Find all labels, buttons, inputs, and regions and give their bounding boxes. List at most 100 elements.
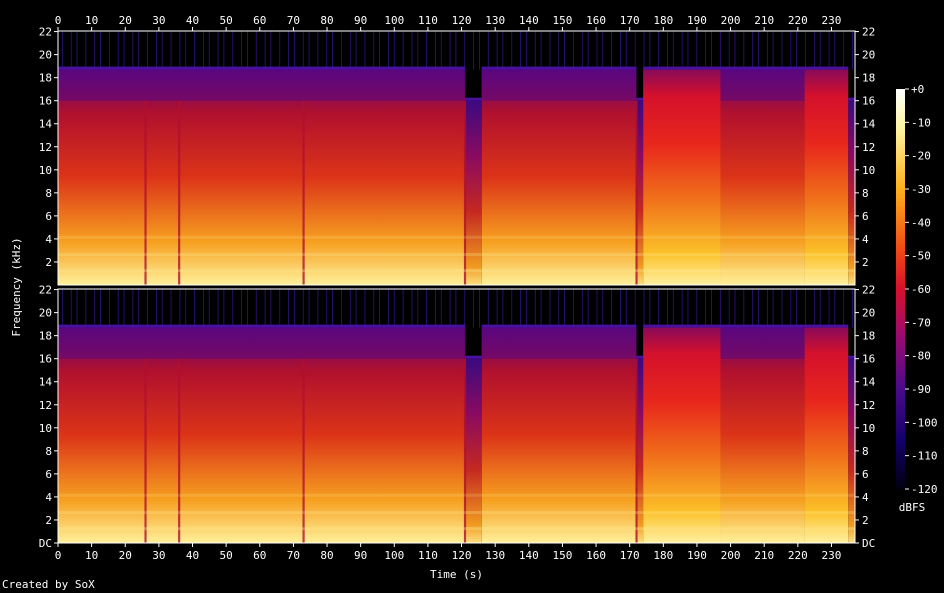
dip-mark xyxy=(178,100,181,285)
x-tick-label-bottom: 110 xyxy=(418,549,438,562)
x-tick-label-bottom: 160 xyxy=(586,549,606,562)
spectral-fringe xyxy=(58,324,465,328)
colorbar-tick-label: -30 xyxy=(911,183,931,196)
y-tick-label-left: 20 xyxy=(39,307,52,320)
y-tick-label-left: 22 xyxy=(39,284,52,297)
spectral-shelf xyxy=(58,327,465,359)
spectral-band xyxy=(848,100,855,285)
y-tick-label-right: 2 xyxy=(862,256,869,269)
colorbar-tick-label: -20 xyxy=(911,150,931,163)
y-tick-label-right: 16 xyxy=(862,95,875,108)
y-tick-label-right: 6 xyxy=(862,468,869,481)
x-tick-label-top: 0 xyxy=(55,14,62,27)
colorbar-tick-label: -50 xyxy=(911,250,931,263)
y-tick-label-left: 14 xyxy=(39,118,53,131)
spectral-band xyxy=(804,69,849,285)
spectral-band xyxy=(481,69,637,285)
spectral-band xyxy=(464,100,482,285)
spectral-fringe xyxy=(464,97,482,101)
y-tick-label-left: 12 xyxy=(39,141,52,154)
spectral-fringe xyxy=(464,355,482,359)
dip-mark xyxy=(635,358,638,543)
y-tick-label-left: 20 xyxy=(39,49,52,62)
spectral-fringe xyxy=(636,355,644,359)
panel-frame xyxy=(57,288,856,544)
x-tick-label-bottom: 80 xyxy=(320,549,333,562)
y-tick-label-right: 18 xyxy=(862,330,875,343)
x-tick-label-bottom: 10 xyxy=(85,549,98,562)
x-tick-label-bottom: 0 xyxy=(55,549,62,562)
x-tick-label-top: 180 xyxy=(653,14,673,27)
spectral-fringe xyxy=(804,66,849,70)
y-tick-label-left: 18 xyxy=(39,72,52,85)
spectral-band xyxy=(720,69,805,285)
y-tick-label-left: 12 xyxy=(39,399,52,412)
x-tick-label-top: 140 xyxy=(519,14,539,27)
x-tick-label-top: 110 xyxy=(418,14,438,27)
colorbar-tick-label: -100 xyxy=(911,416,938,429)
x-tick-label-top: 10 xyxy=(85,14,98,27)
spectral-fringe xyxy=(848,355,855,359)
y-tick-label-right: 4 xyxy=(862,491,869,504)
colorbar xyxy=(896,89,905,489)
panel-frame xyxy=(57,30,856,286)
x-tick-label-bottom: 30 xyxy=(152,549,165,562)
spectral-shelf xyxy=(58,69,465,101)
x-tick-label-bottom: 190 xyxy=(687,549,707,562)
colorbar-tick-label: -110 xyxy=(911,450,938,463)
x-tick-label-top: 130 xyxy=(485,14,505,27)
x-tick-label-top: 220 xyxy=(788,14,808,27)
lowfreq-band xyxy=(58,235,855,239)
y-tick-label-right: 16 xyxy=(862,353,875,366)
x-tick-label-top: 190 xyxy=(687,14,707,27)
x-tick-label-top: 170 xyxy=(620,14,640,27)
x-tick-label-bottom: 20 xyxy=(119,549,132,562)
spectral-band xyxy=(636,100,644,285)
lowfreq-band xyxy=(58,527,855,531)
spectral-shelf xyxy=(720,69,805,101)
y-tick-label-left: 8 xyxy=(45,445,52,458)
y-tick-label-right: 12 xyxy=(862,141,875,154)
x-tick-label-top: 50 xyxy=(220,14,233,27)
spectral-band xyxy=(636,358,644,543)
x-tick-label-top: 200 xyxy=(721,14,741,27)
spectral-band xyxy=(643,327,721,543)
y-axis-title: Frequency (kHz) xyxy=(10,237,23,336)
spectral-band xyxy=(720,327,805,543)
x-tick-label-top: 120 xyxy=(452,14,472,27)
x-tick-label-bottom: 100 xyxy=(384,549,404,562)
spectral-band xyxy=(643,69,721,285)
x-tick-label-bottom: 60 xyxy=(253,549,266,562)
x-tick-label-bottom: 90 xyxy=(354,549,367,562)
y-tick-label-left: 4 xyxy=(45,233,52,246)
y-tick-label-left: 6 xyxy=(45,468,52,481)
spectral-band xyxy=(464,358,482,543)
spectral-band xyxy=(58,69,465,285)
colorbar-tick-label: -90 xyxy=(911,383,931,396)
lowfreq-band xyxy=(58,269,855,273)
colorbar-tick-label: -60 xyxy=(911,283,931,296)
y-tick-label-left: 2 xyxy=(45,256,52,269)
lowfreq-band xyxy=(58,493,855,497)
y-tick-label-left: 8 xyxy=(45,187,52,200)
x-tick-label-bottom: 50 xyxy=(220,549,233,562)
x-tick-label-top: 160 xyxy=(586,14,606,27)
x-tick-label-top: 80 xyxy=(320,14,333,27)
x-tick-label-top: 100 xyxy=(384,14,404,27)
x-tick-label-top: 230 xyxy=(822,14,842,27)
y-tick-label-right: DC xyxy=(862,537,875,550)
dip-mark xyxy=(635,100,638,285)
y-tick-label-right: 10 xyxy=(862,164,875,177)
colorbar-tick-label: -70 xyxy=(911,316,931,329)
y-tick-label-right: 8 xyxy=(862,445,869,458)
spectral-band xyxy=(58,327,465,543)
y-tick-label-right: 22 xyxy=(862,26,875,39)
spectral-band xyxy=(848,358,855,543)
x-tick-label-top: 210 xyxy=(754,14,774,27)
dip-mark xyxy=(463,358,467,543)
x-tick-label-bottom: 210 xyxy=(754,549,774,562)
x-tick-label-top: 70 xyxy=(287,14,300,27)
spectral-band xyxy=(481,327,637,543)
y-tick-label-left: 18 xyxy=(39,330,52,343)
